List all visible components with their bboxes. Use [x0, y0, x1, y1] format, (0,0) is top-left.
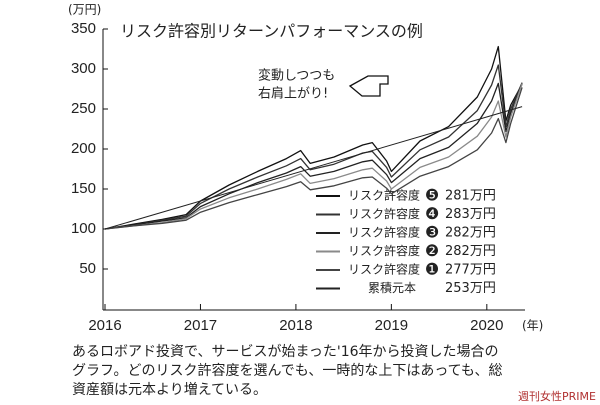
pointing-hand-icon: [348, 75, 389, 97]
annotation: 右肩上がり!: [258, 86, 328, 102]
legend-value: 282万円: [445, 244, 496, 259]
legend-level: ❶: [425, 260, 439, 279]
caption: あるロボアド投資で、サービスが始まった'16年から投資した場合の: [72, 344, 499, 360]
legend-label: リスク許容度: [348, 188, 420, 203]
y-tick-label: 50: [79, 260, 96, 277]
y-tick-label: 250: [71, 100, 96, 117]
legend-level: ❸: [425, 223, 439, 242]
y-unit: (万円): [68, 3, 101, 17]
y-tick-label: 200: [71, 140, 96, 157]
x-tick-label: 2019: [375, 317, 408, 334]
chart-title: リスク許容別リターンパフォーマンスの例: [120, 22, 423, 41]
y-tick-label: 100: [71, 220, 96, 237]
legend-level: ❷: [425, 241, 439, 260]
x-tick-label: 2020: [470, 317, 503, 334]
annotation: 変動しつつも: [258, 68, 335, 84]
legend-level: ❺: [425, 186, 439, 205]
legend-label: リスク許容度: [348, 243, 420, 258]
legend-label: リスク許容度: [348, 225, 420, 240]
y-tick-label: 150: [71, 180, 96, 197]
legend-value: 282万円: [445, 226, 496, 241]
series-line: [104, 45, 523, 230]
caption: グラフ。どのリスク許容度を選んでも、一時的な上下はあっても、総: [72, 362, 503, 379]
watermark: 週刊女性PRIME: [518, 389, 596, 403]
legend-value: 277万円: [445, 263, 496, 278]
legend-value: 283万円: [445, 207, 496, 222]
legend-value: 281万円: [445, 189, 496, 204]
watermark-bg: [505, 390, 597, 404]
legend-label: リスク許容度: [348, 206, 420, 221]
legend-label: 累積元本: [368, 280, 416, 295]
legend-value: 253万円: [445, 281, 496, 296]
x-tick-label: 2017: [184, 317, 217, 334]
x-tick-label: 2018: [279, 317, 312, 334]
series-line: [104, 87, 523, 230]
y-tick-label: 350: [71, 20, 96, 37]
x-tick-label: 2016: [88, 317, 121, 334]
legend-level: ❹: [425, 204, 439, 223]
x-unit: (年): [522, 319, 543, 333]
legend-label: リスク許容度: [348, 262, 420, 277]
y-tick-label: 300: [71, 60, 96, 77]
series-line: [104, 106, 523, 230]
series-line: [104, 83, 523, 230]
caption: 資産額は元本より増えている。: [72, 382, 267, 398]
series-line: [104, 82, 523, 230]
